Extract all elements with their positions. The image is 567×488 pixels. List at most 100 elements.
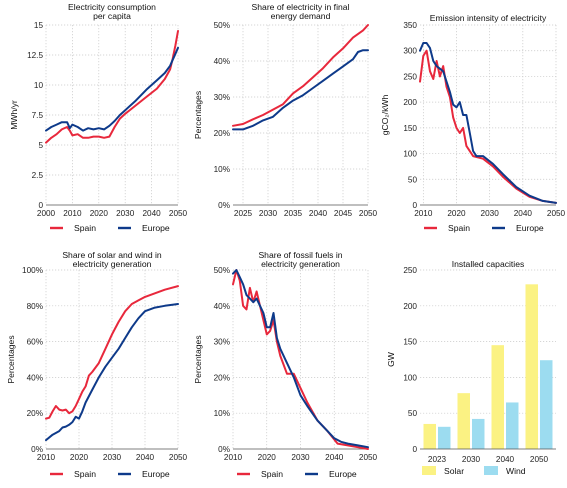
y-tick-label: 200	[403, 302, 417, 311]
x-tick-label: 2010	[224, 453, 243, 462]
y-tick-label: 60%	[27, 338, 43, 347]
x-tick-label: 2050	[547, 209, 566, 218]
y-tick-label: 20%	[214, 129, 230, 138]
x-tick-label: 2020	[90, 209, 109, 218]
bar-wind-2023	[438, 426, 451, 449]
x-tick-label: 2050	[169, 453, 188, 462]
y-tick-label: 40%	[27, 373, 43, 382]
legend-label: Spain	[74, 223, 96, 233]
y-tick-label: 50	[408, 409, 418, 418]
chart-6: Installed capacities 0 50 100 150 200 250 GW 202…	[386, 259, 556, 476]
chart-title: Share of solar and wind in	[62, 250, 162, 260]
x-tick-label: 2025	[234, 209, 253, 218]
series-line-europe	[45, 303, 179, 442]
chart-title: electricity generation	[73, 259, 152, 269]
series-line-europe	[232, 269, 369, 449]
x-tick-label: 2040	[496, 455, 515, 464]
series-line-europe	[419, 42, 557, 204]
y-tick-label: 100	[403, 150, 417, 159]
y-tick-label: 300	[403, 47, 417, 56]
y-tick-label: 50	[408, 175, 418, 184]
bar-wind-2040	[506, 402, 519, 449]
x-tick-label: 2020	[70, 453, 89, 462]
chart-title: Emission intensity of electricity	[430, 13, 547, 23]
y-tick-label: 50%	[214, 21, 230, 30]
bar-solar-2040	[491, 345, 504, 449]
y-axis-label: MWh/yr	[9, 100, 19, 130]
y-axis-label: Percentages	[193, 91, 203, 139]
chart-3: Emission intensity of electricity 0 50 100 1…	[380, 13, 566, 233]
y-tick-label: 80%	[27, 302, 43, 311]
y-axis-label: gCO₂/kWh	[380, 94, 390, 135]
y-tick-label: 250	[403, 266, 417, 275]
y-tick-label: 0%	[218, 201, 230, 210]
y-tick-label: 20%	[27, 409, 43, 418]
legend-label: Spain	[74, 469, 96, 479]
y-tick-label: 0	[412, 201, 417, 210]
y-tick-label: 30%	[214, 93, 230, 102]
series-line-spain	[45, 285, 179, 420]
y-tick-label: 10%	[214, 165, 230, 174]
x-tick-label: 2050	[530, 455, 549, 464]
y-tick-label: 100%	[22, 266, 43, 275]
x-tick-label: 2023	[428, 455, 447, 464]
x-tick-label: 2035	[284, 209, 303, 218]
y-tick-label: 350	[403, 21, 417, 30]
y-tick-label: 40%	[214, 57, 230, 66]
y-tick-label: 10	[34, 81, 44, 90]
x-tick-label: 2030	[291, 453, 310, 462]
series-line-europe	[232, 49, 369, 131]
legend-label: Europe	[516, 223, 544, 233]
legend-swatch-solar	[422, 466, 436, 475]
bar-wind-2030	[472, 418, 485, 449]
x-tick-label: 2020	[447, 209, 466, 218]
bar-solar-2030	[457, 393, 470, 449]
y-tick-label: 15	[34, 21, 44, 30]
y-tick-label: 150	[403, 338, 417, 347]
x-tick-label: 2040	[325, 453, 344, 462]
x-tick-label: 2010	[414, 209, 433, 218]
y-axis-label: Percentages	[193, 335, 203, 383]
chart-title: energy demand	[271, 11, 331, 21]
y-tick-label: 40%	[214, 302, 230, 311]
y-tick-label: 150	[403, 124, 417, 133]
x-tick-label: 2010	[63, 209, 82, 218]
legend-label: Europe	[329, 469, 357, 479]
y-tick-label: 5	[38, 141, 43, 150]
x-tick-label: 2030	[462, 455, 481, 464]
legend-label: Wind	[506, 466, 526, 476]
bar-wind-2050	[540, 360, 553, 449]
chart-title: electricity generation	[261, 259, 340, 269]
y-tick-label: 100	[403, 373, 417, 382]
y-tick-label: 200	[403, 98, 417, 107]
series-line-spain	[419, 49, 557, 204]
chart-title: per capita	[93, 11, 131, 21]
x-tick-label: 2050	[359, 209, 378, 218]
y-tick-label: 0%	[31, 445, 43, 454]
bar-solar-2023	[423, 423, 436, 449]
chart-title: Installed capacities	[452, 259, 525, 269]
series-line-spain	[232, 269, 369, 450]
chart-title: Share of fossil fuels in	[258, 250, 342, 260]
y-axis-label: GW	[386, 351, 396, 367]
y-tick-label: 0%	[218, 445, 230, 454]
y-tick-label: 0	[412, 445, 417, 454]
x-tick-label: 2030	[116, 209, 135, 218]
x-tick-label: 2030	[481, 209, 500, 218]
y-tick-label: 30%	[214, 338, 230, 347]
x-tick-label: 2020	[258, 453, 277, 462]
y-tick-label: 20%	[214, 373, 230, 382]
y-tick-label: 12.5	[27, 51, 43, 60]
x-tick-label: 2000	[37, 209, 56, 218]
bar-solar-2050	[525, 284, 538, 449]
chart-title: Share of electricity in final	[252, 2, 350, 12]
y-tick-label: 250	[403, 72, 417, 81]
y-tick-label: 2.5	[32, 171, 44, 180]
legend-label: Europe	[142, 223, 170, 233]
y-tick-label: 50%	[214, 266, 230, 275]
